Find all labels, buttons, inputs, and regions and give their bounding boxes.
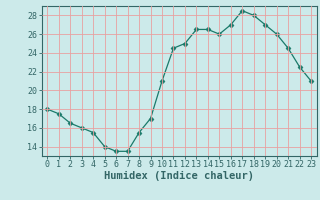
X-axis label: Humidex (Indice chaleur): Humidex (Indice chaleur): [104, 171, 254, 181]
